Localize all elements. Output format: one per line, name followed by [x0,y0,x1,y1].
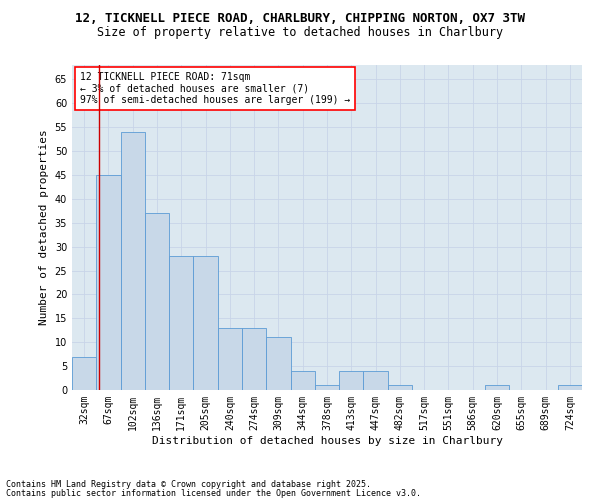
Bar [388,385,412,390]
Bar [485,385,509,390]
Bar [242,328,266,390]
Bar [364,371,388,390]
Bar [145,213,169,390]
Bar [218,328,242,390]
Text: Size of property relative to detached houses in Charlbury: Size of property relative to detached ho… [97,26,503,39]
Bar [339,371,364,390]
Bar [72,356,96,390]
Bar [290,371,315,390]
Bar [121,132,145,390]
Text: 12 TICKNELL PIECE ROAD: 71sqm
← 3% of detached houses are smaller (7)
97% of sem: 12 TICKNELL PIECE ROAD: 71sqm ← 3% of de… [80,72,350,104]
Bar [96,175,121,390]
Text: 12, TICKNELL PIECE ROAD, CHARLBURY, CHIPPING NORTON, OX7 3TW: 12, TICKNELL PIECE ROAD, CHARLBURY, CHIP… [75,12,525,26]
Text: Contains public sector information licensed under the Open Government Licence v3: Contains public sector information licen… [6,488,421,498]
Bar [266,338,290,390]
Bar [558,385,582,390]
Bar [193,256,218,390]
X-axis label: Distribution of detached houses by size in Charlbury: Distribution of detached houses by size … [151,436,503,446]
Bar [169,256,193,390]
Bar [315,385,339,390]
Text: Contains HM Land Registry data © Crown copyright and database right 2025.: Contains HM Land Registry data © Crown c… [6,480,371,489]
Y-axis label: Number of detached properties: Number of detached properties [39,130,49,326]
